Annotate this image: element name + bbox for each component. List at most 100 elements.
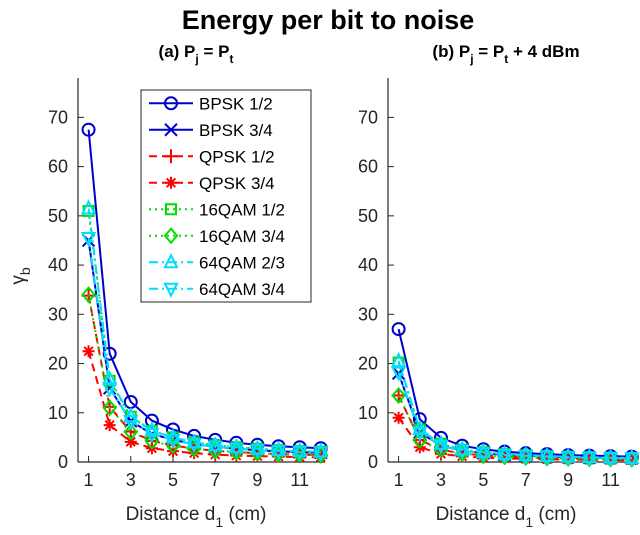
panel-b-title-part: = P bbox=[474, 42, 505, 61]
panel-b-title-sub: t bbox=[504, 52, 508, 66]
panel-b-xlabel-main: Distance d bbox=[436, 504, 526, 525]
panel-a-ytick-label: 70 bbox=[48, 107, 68, 127]
panel-a-series-3-point bbox=[103, 419, 116, 432]
panel-a-title-sub: t bbox=[229, 52, 233, 66]
panel-b-series-6-point bbox=[539, 446, 555, 463]
panel-a-series-6-point bbox=[165, 428, 181, 444]
panel-b-series-6-point bbox=[475, 442, 492, 459]
legend-marker bbox=[163, 227, 179, 245]
panel-b-series-3-point bbox=[519, 452, 532, 465]
legend-label: BPSK 1/2 bbox=[199, 94, 273, 113]
panel-b-series-7-point bbox=[412, 426, 428, 442]
panel-a-series-2-line bbox=[87, 295, 321, 457]
panel-b-series-6-point bbox=[518, 446, 534, 462]
panel-b-series-3-point bbox=[562, 453, 575, 466]
panel-a-series-7-point bbox=[292, 446, 308, 462]
panel-b-ytick-label: 0 bbox=[368, 452, 378, 472]
panel-a-ytick-label: 40 bbox=[48, 255, 68, 275]
panel-b-ytick-label: 60 bbox=[358, 157, 378, 177]
panel-a-series-7-point bbox=[207, 440, 223, 456]
panel-b-series-7-point bbox=[475, 447, 492, 463]
panel-b-series-7-point bbox=[390, 366, 407, 382]
panel-a-series-7-point bbox=[144, 427, 160, 444]
panel-a-series-7-point bbox=[165, 433, 181, 450]
panel-b-ytick-label: 20 bbox=[358, 354, 378, 374]
legend-label: QPSK 3/4 bbox=[199, 174, 275, 193]
panel-b-title: (b) Pj = Pt + 4 dBm bbox=[432, 42, 579, 66]
panel-b-series-7-point bbox=[539, 450, 555, 466]
panel-a-ylabel: γb bbox=[8, 267, 33, 285]
panel-b-series-6 bbox=[390, 351, 640, 464]
panel-a-ytick-label: 60 bbox=[48, 157, 68, 177]
legend-marker bbox=[164, 123, 178, 137]
legend-entry: BPSK 3/4 bbox=[149, 121, 273, 140]
panel-b-series-0-point bbox=[391, 322, 406, 337]
panel-b-series-6-point bbox=[602, 448, 619, 464]
panel-a-series-7 bbox=[80, 232, 329, 462]
panel-a-series-5-point bbox=[102, 399, 117, 417]
panel-a-series-3-point bbox=[167, 445, 179, 458]
panel-a-title-part: = P bbox=[199, 42, 230, 61]
panel-a-xtick-label: 1 bbox=[84, 470, 94, 490]
panel-b-series-0 bbox=[391, 322, 639, 464]
panel-a-ylabel-sub: b bbox=[17, 267, 33, 275]
panel-a-xtick-label: 9 bbox=[252, 470, 262, 490]
panel-a-xtick-label: 7 bbox=[210, 470, 220, 490]
panel-b-series-0-line bbox=[397, 328, 632, 458]
panel-b-series-6-line bbox=[397, 360, 632, 459]
legend-marker bbox=[163, 282, 179, 298]
panel-a-series-7-point bbox=[249, 444, 266, 460]
panel-b-series-6-point bbox=[454, 440, 470, 456]
panel-a-series-5-line bbox=[87, 294, 321, 457]
panel-a-xtick-label: 3 bbox=[126, 470, 136, 490]
legend-marker bbox=[164, 96, 178, 111]
panel-a-series-6-point bbox=[249, 439, 266, 455]
panel-a-title-part: (a) P bbox=[159, 42, 196, 61]
legend-marker bbox=[163, 253, 179, 269]
panel-a-series-5-point bbox=[123, 423, 139, 441]
panel-a-series-7-point bbox=[186, 438, 202, 454]
panel-a-title-sub: j bbox=[194, 52, 198, 66]
panel-b-series-6-point bbox=[581, 447, 597, 464]
legend: BPSK 1/2 BPSK 3/4 QPSK 1/2 QPSK 3/4 16QAM 1/… bbox=[140, 89, 312, 303]
panel-b-series-7-point bbox=[581, 451, 597, 467]
panel-b-xtick-label: 9 bbox=[563, 470, 573, 490]
panel-a-ytick-label: 0 bbox=[58, 452, 68, 472]
legend-entry: 64QAM 2/3 bbox=[149, 253, 285, 272]
panel-a-xlabel-main: Distance d bbox=[126, 504, 216, 525]
panel-a-ylabel-main: γ bbox=[8, 275, 29, 285]
panel-a-series-5-point bbox=[81, 286, 96, 304]
panel-a-ytick-label: 50 bbox=[48, 206, 68, 226]
panel-a-series-6-point bbox=[80, 199, 97, 215]
panel-b-ytick-label: 40 bbox=[358, 255, 378, 275]
panel-a-series-6-point bbox=[292, 441, 308, 458]
panel-b-ytick-label: 30 bbox=[358, 304, 378, 324]
panel-b-xlabel: Distance d1 (cm) bbox=[436, 504, 577, 530]
panel-a-series-5-point bbox=[165, 437, 181, 455]
panel-b-xlabel-sub: 1 bbox=[525, 514, 533, 530]
legend-entry: BPSK 1/2 bbox=[149, 94, 273, 113]
panel-b-series-7-point bbox=[602, 452, 619, 468]
panel-b-series-5-point bbox=[433, 441, 449, 459]
legend-marker bbox=[165, 176, 177, 189]
legend-entry: 16QAM 3/4 bbox=[149, 227, 285, 246]
panel-a-series-7-point bbox=[102, 382, 118, 398]
panel-b-series-7-point bbox=[518, 449, 534, 466]
legend-label: QPSK 1/2 bbox=[199, 147, 275, 166]
legend-entry: 64QAM 3/4 bbox=[149, 280, 285, 299]
panel-b-series-1-line bbox=[397, 373, 632, 460]
panel-b-series-7 bbox=[390, 366, 640, 468]
panel-b-series-6-point bbox=[560, 447, 576, 463]
panel-b-series-7-point bbox=[624, 452, 640, 468]
panel-b-series-3-point bbox=[540, 453, 553, 466]
legend-label: 16QAM 1/2 bbox=[199, 200, 285, 219]
legend-label: 64QAM 2/3 bbox=[199, 253, 285, 272]
panel-a-ytick-label: 10 bbox=[48, 403, 68, 423]
legend-marker bbox=[165, 203, 177, 216]
panel-a-ytick-label: 20 bbox=[48, 354, 68, 374]
panel-a-xlabel-unit: (cm) bbox=[223, 504, 266, 525]
panel-b-plot: 0 10 20 30 40 50 60 70 1 3 5 7 9 11 bbox=[358, 78, 640, 490]
panel-b-series-4-line bbox=[397, 362, 632, 459]
panel-a-series-7-point bbox=[123, 415, 139, 431]
